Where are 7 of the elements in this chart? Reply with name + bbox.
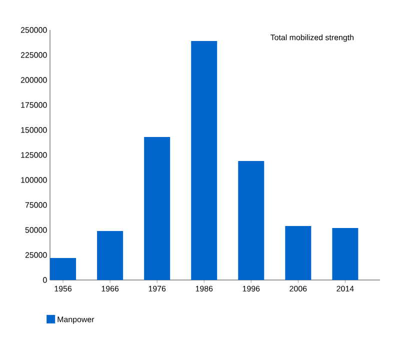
bar xyxy=(285,226,312,280)
bar xyxy=(238,161,264,280)
bar xyxy=(97,231,124,280)
bar xyxy=(332,228,358,280)
bar xyxy=(191,41,218,280)
bar xyxy=(50,258,76,280)
bar xyxy=(144,137,170,280)
